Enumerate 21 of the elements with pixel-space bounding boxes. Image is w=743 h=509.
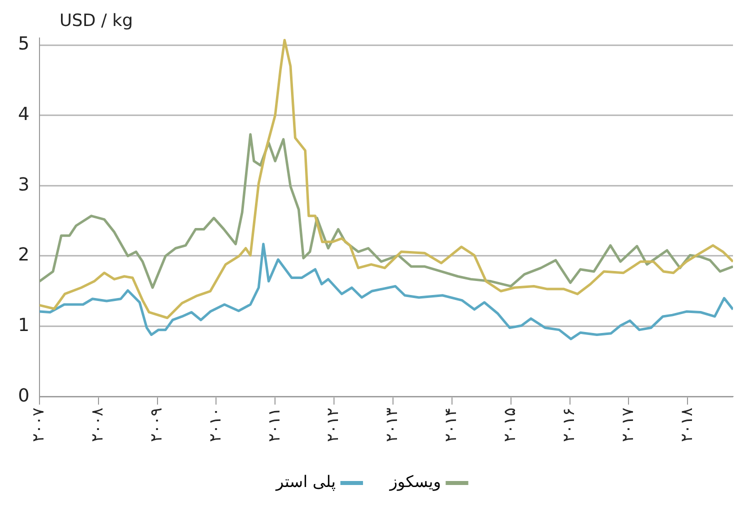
x-tick-label: ۲۰۰۹ (146, 408, 166, 442)
y-axis-title: USD / kg (59, 10, 133, 31)
x-tick-label: ۲۰۰۷ (28, 407, 48, 442)
y-tick-label: 0 (18, 385, 30, 406)
y-tick-label: 2 (18, 244, 30, 266)
legend-label: پلی استر (275, 472, 336, 492)
x-tick-label: ۲۰۱۴ (441, 408, 460, 442)
x-tick-label: ۲۰۰۸ (88, 407, 107, 442)
x-tick-label: ۲۰۱۷ (618, 407, 637, 442)
x-tick-label: ۲۰۱۶ (558, 408, 578, 442)
y-tick-label: 3 (18, 174, 30, 196)
legend-label: ویسکوز (388, 472, 441, 492)
y-tick-label: 4 (18, 104, 30, 126)
x-tick-label: ۲۰۱۰ (205, 408, 224, 442)
x-tick-label: ۲۰۱۸ (676, 407, 696, 442)
y-tick-label: 1 (18, 314, 30, 336)
x-tick-label: ۲۰۱۱ (264, 408, 284, 442)
x-tick-label: ۲۰۱۵ (500, 408, 520, 442)
x-tick-label: ۲۰۱۳ (382, 407, 402, 442)
x-tick-label: ۲۰۱۲ (323, 408, 342, 442)
y-tick-label: 5 (18, 34, 30, 55)
